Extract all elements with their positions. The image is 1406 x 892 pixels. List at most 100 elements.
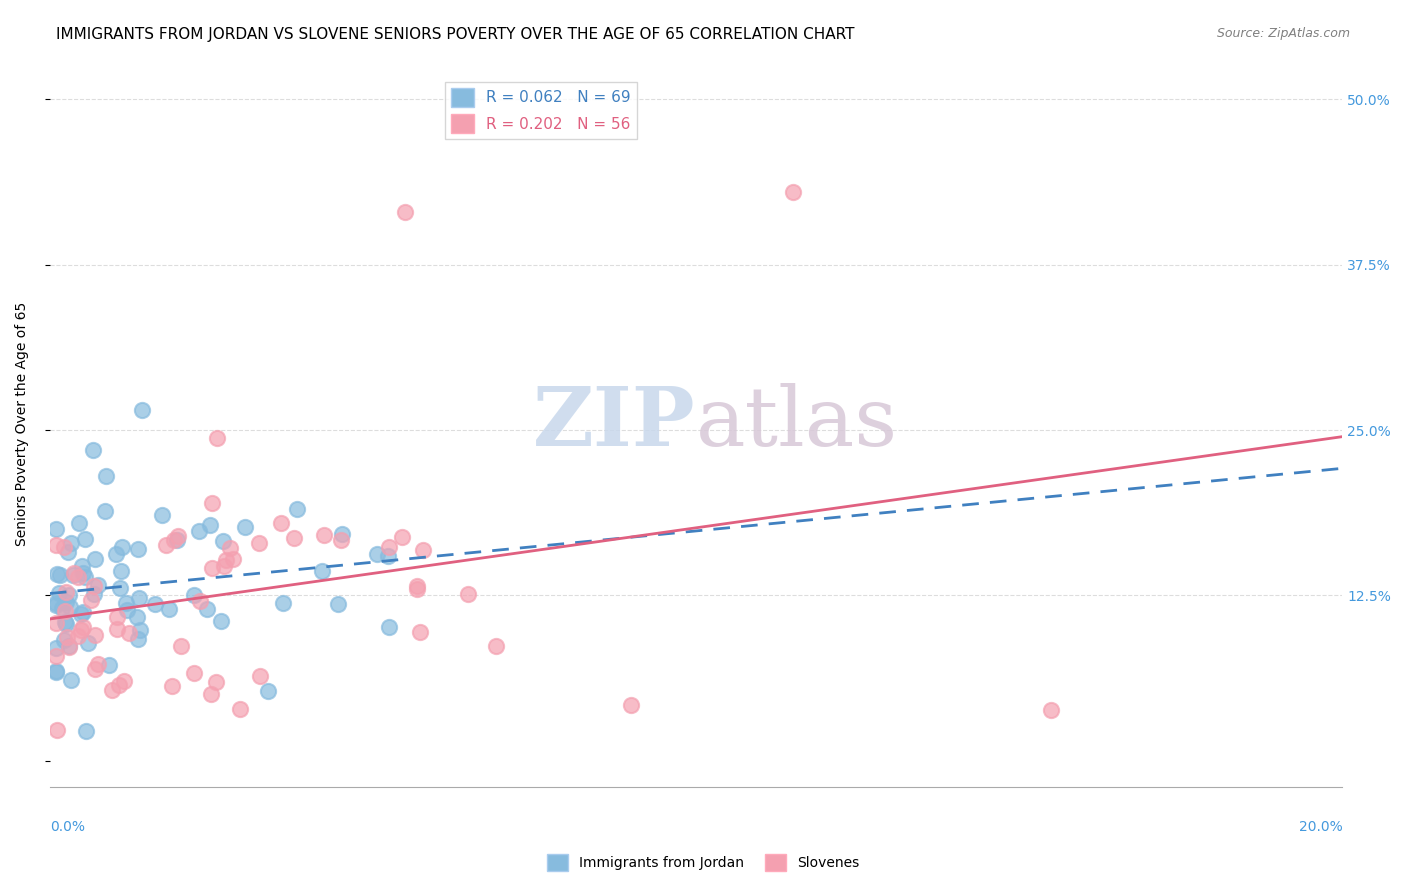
Point: [87, 657, 110, 672]
Point: [378, 540, 401, 554]
Point: [86, 578, 108, 592]
Point: [1040, 703, 1063, 717]
Point: [110, 564, 132, 578]
Point: [82, 442, 104, 457]
Text: Source: ZipAtlas.com: Source: ZipAtlas.com: [1216, 27, 1350, 40]
Legend: Immigrants from Jordan, Slovenes: Immigrants from Jordan, Slovenes: [541, 848, 865, 876]
Point: [201, 496, 224, 510]
Point: [55, 617, 77, 632]
Point: [257, 684, 280, 698]
Point: [143, 597, 166, 611]
Point: [271, 596, 294, 610]
Point: [80, 592, 103, 607]
Point: [228, 702, 250, 716]
Point: [56, 545, 79, 559]
Point: [67, 570, 90, 584]
Point: [204, 675, 226, 690]
Point: [53, 615, 76, 629]
Point: [215, 553, 238, 567]
Point: [233, 519, 256, 533]
Point: [198, 517, 221, 532]
Point: [377, 549, 399, 563]
Point: [129, 624, 152, 638]
Point: [45, 648, 67, 663]
Point: [51, 600, 73, 615]
Point: [378, 620, 401, 634]
Point: [366, 547, 388, 561]
Point: [62, 566, 84, 580]
Point: [183, 665, 205, 680]
Point: [112, 673, 135, 688]
Point: [212, 534, 235, 549]
Point: [408, 625, 430, 640]
Point: [205, 431, 228, 445]
Point: [83, 586, 105, 600]
Point: [195, 601, 218, 615]
Point: [101, 682, 124, 697]
Point: [163, 533, 186, 548]
Point: [330, 533, 353, 548]
Point: [45, 522, 67, 536]
Point: [391, 530, 413, 544]
Text: IMMIGRANTS FROM JORDAN VS SLOVENE SENIORS POVERTY OVER THE AGE OF 65 CORRELATION: IMMIGRANTS FROM JORDAN VS SLOVENE SENIOR…: [56, 27, 855, 42]
Point: [69, 624, 91, 638]
Point: [60, 536, 83, 550]
Point: [62, 568, 84, 582]
Legend: R = 0.062   N = 69, R = 0.202   N = 56: R = 0.062 N = 69, R = 0.202 N = 56: [444, 82, 637, 139]
Point: [45, 538, 67, 552]
Point: [105, 622, 128, 636]
Y-axis label: Seniors Poverty Over the Age of 65: Seniors Poverty Over the Age of 65: [15, 301, 30, 546]
Point: [166, 533, 188, 547]
Point: [285, 501, 308, 516]
Point: [67, 630, 90, 644]
Point: [128, 591, 150, 606]
Point: [45, 665, 67, 679]
Point: [157, 602, 180, 616]
Point: [77, 636, 100, 650]
Point: [115, 603, 138, 617]
Point: [45, 599, 67, 613]
Point: [70, 558, 93, 573]
Point: [326, 597, 349, 611]
Point: [53, 633, 76, 648]
Point: [219, 541, 242, 555]
Point: [155, 538, 177, 552]
Point: [72, 566, 94, 580]
Point: [45, 615, 67, 630]
Point: [125, 610, 148, 624]
Point: [59, 673, 82, 687]
Point: [411, 543, 433, 558]
Point: [97, 657, 120, 672]
Point: [93, 504, 115, 518]
Point: [406, 582, 429, 596]
Point: [314, 528, 336, 542]
Point: [150, 508, 173, 523]
Text: 0.0%: 0.0%: [49, 821, 84, 834]
Point: [108, 678, 131, 692]
Point: [83, 579, 105, 593]
Point: [73, 570, 96, 584]
Point: [187, 524, 209, 539]
Point: [45, 641, 67, 656]
Point: [118, 625, 141, 640]
Text: 20.0%: 20.0%: [1299, 821, 1343, 834]
Point: [283, 531, 305, 545]
Point: [183, 589, 205, 603]
Point: [55, 595, 77, 609]
Point: [72, 605, 94, 619]
Point: [782, 185, 804, 199]
Point: [201, 561, 224, 575]
Point: [406, 579, 429, 593]
Point: [45, 596, 67, 610]
Point: [59, 599, 82, 614]
Point: [73, 532, 96, 546]
Point: [83, 628, 105, 642]
Point: [56, 630, 79, 644]
Point: [58, 639, 80, 653]
Point: [72, 620, 94, 634]
Point: [45, 723, 67, 738]
Point: [170, 639, 193, 653]
Point: [48, 585, 70, 599]
Point: [67, 516, 90, 531]
Point: [114, 596, 136, 610]
